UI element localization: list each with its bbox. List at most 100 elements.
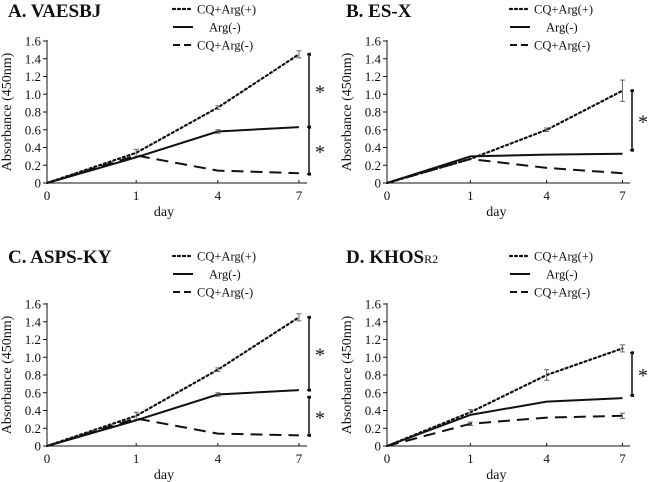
y-tick-label: 1.4	[365, 51, 382, 66]
x-axis-label: day	[486, 205, 506, 220]
significance-bracket	[307, 316, 310, 391]
y-axis-label: Absorbance (450nm)	[0, 52, 15, 171]
significance-bracket-end	[308, 125, 311, 129]
significance-star: *	[315, 345, 325, 367]
x-tick-label: 0	[384, 188, 391, 203]
y-axis-label: Absorbance (450nm)	[0, 315, 15, 434]
chart-title-subscript: R2	[424, 252, 438, 266]
legend-label: CQ+Arg(+)	[534, 250, 593, 264]
y-tick-label: 0.6	[25, 385, 42, 400]
y-tick-label: 0.4	[25, 403, 42, 418]
chart-panel-3: C. ASPS-KY CQ+Arg(+)Arg(-)CQ+Arg(-)00.20.…	[0, 247, 325, 482]
y-tick-label: 0.4	[365, 140, 382, 155]
significance-bracket-end	[308, 388, 311, 392]
y-tick-label: 1.0	[365, 350, 381, 365]
y-tick-label: 0.2	[365, 158, 381, 173]
legend-label: Arg(-)	[546, 268, 578, 282]
y-tick-label: 0.6	[365, 122, 382, 137]
y-tick-label: 1.6	[365, 34, 382, 49]
y-tick-label: 0.8	[25, 368, 41, 383]
y-axis-label: Absorbance (450nm)	[340, 315, 355, 434]
legend-label: CQ+Arg(+)	[534, 3, 593, 17]
y-tick-label: 1.6	[365, 297, 382, 312]
significance-star: *	[315, 407, 325, 429]
significance-bracket-end	[308, 395, 311, 399]
y-tick-label: 0	[375, 439, 382, 454]
y-tick-label: 0	[35, 439, 42, 454]
y-tick-label: 0.8	[365, 368, 381, 383]
x-axis-label: day	[486, 468, 506, 482]
y-tick-label: 1.2	[365, 332, 381, 347]
x-tick-label: 0	[44, 451, 51, 466]
chart-title: B. ES-X	[346, 1, 412, 22]
y-tick-label: 0.4	[365, 403, 382, 418]
significance-bracket	[630, 89, 633, 151]
y-tick-label: 0.6	[365, 385, 382, 400]
y-tick-label: 0.2	[365, 421, 381, 436]
chart-title: A. VAESBJ	[8, 1, 101, 22]
series-line-dotted	[385, 89, 624, 185]
y-tick-label: 1.6	[25, 297, 42, 312]
y-tick-label: 0.2	[25, 421, 41, 436]
significance-bracket-end	[308, 433, 311, 437]
y-tick-label: 0	[35, 176, 42, 191]
significance-bracket	[307, 126, 310, 175]
chart-panel-4: D. KHOSR2 CQ+Arg(+)Arg(-)CQ+Arg(-)00.20.4…	[340, 247, 648, 482]
x-tick-label: 4	[543, 188, 550, 203]
series-line-solid	[46, 126, 299, 184]
significance-bracket-end	[631, 89, 634, 93]
significance-bracket-end	[308, 315, 311, 319]
y-tick-label: 0.2	[25, 158, 41, 173]
x-tick-label: 7	[296, 188, 303, 203]
series-line-dashed	[46, 154, 299, 184]
legend-label: Arg(-)	[209, 21, 241, 35]
x-tick-label: 1	[467, 451, 474, 466]
x-tick-label: 1	[467, 188, 474, 203]
x-axis-label: day	[154, 205, 174, 220]
significance-bracket-end	[631, 148, 634, 152]
y-tick-label: 1.4	[365, 314, 382, 329]
y-tick-label: 1.4	[25, 314, 42, 329]
y-tick-label: 0.4	[25, 140, 42, 155]
x-tick-label: 1	[133, 188, 140, 203]
x-tick-label: 1	[133, 451, 140, 466]
x-tick-label: 4	[215, 188, 222, 203]
y-tick-label: 1.0	[25, 87, 41, 102]
x-tick-label: 7	[296, 451, 303, 466]
legend-label: CQ+Arg(+)	[197, 3, 256, 17]
legend-label: CQ+Arg(-)	[197, 39, 253, 53]
x-tick-label: 0	[384, 451, 391, 466]
x-tick-label: 4	[543, 451, 550, 466]
series-line-dotted	[45, 316, 300, 448]
y-tick-label: 1.4	[25, 51, 42, 66]
significance-bracket	[307, 53, 310, 128]
y-tick-label: 1.2	[365, 69, 381, 84]
series-line-dotted	[45, 53, 300, 185]
y-tick-label: 1.0	[25, 350, 41, 365]
significance-bracket-end	[631, 393, 634, 397]
y-tick-label: 0	[375, 176, 382, 191]
x-tick-label: 4	[215, 451, 222, 466]
series-line-dashed	[386, 414, 623, 447]
legend-label: Arg(-)	[209, 268, 241, 282]
series-line-solid	[386, 397, 623, 447]
y-tick-label: 0.6	[25, 122, 42, 137]
y-tick-label: 1.2	[25, 332, 41, 347]
series-line-dashed	[46, 417, 299, 447]
legend-label: CQ+Arg(-)	[534, 286, 590, 300]
y-axis-label: Absorbance (450nm)	[340, 52, 355, 171]
significance-bracket-end	[308, 52, 311, 56]
x-axis-label: day	[154, 468, 174, 482]
significance-bracket-end	[631, 351, 634, 355]
significance-star: *	[638, 365, 648, 387]
y-tick-label: 0.8	[365, 105, 381, 120]
series-line-solid	[386, 152, 623, 184]
series-line-dotted	[385, 347, 624, 448]
legend-label: CQ+Arg(-)	[197, 286, 253, 300]
legend-label: CQ+Arg(-)	[534, 39, 590, 53]
y-tick-label: 1.0	[365, 87, 381, 102]
x-tick-label: 7	[619, 188, 626, 203]
significance-bracket	[630, 352, 633, 397]
y-tick-label: 0.8	[25, 105, 41, 120]
